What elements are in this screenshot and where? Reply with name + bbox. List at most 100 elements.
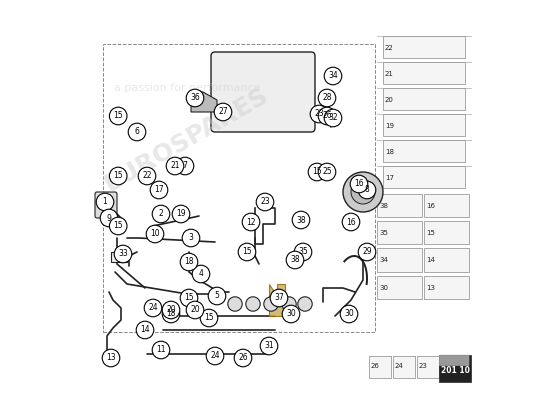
Text: 15: 15 [184,294,194,302]
Circle shape [162,305,180,323]
Circle shape [282,297,296,311]
Circle shape [350,175,368,193]
Circle shape [228,297,242,311]
Text: 1: 1 [103,198,107,206]
FancyBboxPatch shape [440,356,471,382]
Text: 28: 28 [322,94,332,102]
Text: 38: 38 [296,216,306,224]
Text: 15: 15 [113,112,123,120]
Circle shape [286,251,304,269]
Text: 10: 10 [150,230,160,238]
FancyBboxPatch shape [383,62,465,84]
Text: 35: 35 [298,248,308,256]
Bar [103,44,375,332]
Text: 34: 34 [328,72,338,80]
FancyBboxPatch shape [211,52,315,132]
Circle shape [136,321,154,339]
Text: 15: 15 [113,222,123,230]
Circle shape [256,193,274,211]
Circle shape [162,301,180,319]
Circle shape [342,213,360,231]
Circle shape [150,181,168,199]
FancyBboxPatch shape [383,36,465,58]
Text: 20: 20 [166,306,176,314]
FancyBboxPatch shape [424,221,469,244]
Circle shape [292,211,310,229]
Text: 6: 6 [135,128,140,136]
Circle shape [182,229,200,247]
Circle shape [166,157,184,175]
Circle shape [172,205,190,223]
Text: 16: 16 [354,180,364,188]
Text: 32: 32 [328,114,338,122]
FancyBboxPatch shape [439,355,469,366]
Text: 24: 24 [148,304,158,312]
Text: 15: 15 [204,314,214,322]
Bar [111,252,127,262]
FancyBboxPatch shape [377,276,422,299]
Text: 22: 22 [385,45,394,51]
Text: 26: 26 [371,363,380,369]
Circle shape [260,337,278,355]
Circle shape [318,107,336,125]
Circle shape [200,309,218,327]
FancyBboxPatch shape [383,166,465,188]
Text: 3: 3 [189,234,194,242]
Circle shape [318,89,336,107]
Text: 29: 29 [362,248,372,256]
Text: 4: 4 [199,270,204,278]
FancyBboxPatch shape [424,248,469,272]
Circle shape [318,163,336,181]
Circle shape [242,213,260,231]
Text: 20: 20 [385,97,394,103]
Circle shape [270,289,288,307]
Circle shape [308,163,326,181]
Circle shape [294,243,312,261]
Text: 7: 7 [183,162,188,170]
Text: 24: 24 [395,363,404,369]
Circle shape [176,157,194,175]
Circle shape [152,205,170,223]
Text: 15: 15 [242,248,252,256]
Circle shape [146,225,164,243]
Circle shape [100,209,118,227]
Circle shape [206,347,224,365]
Circle shape [109,167,127,185]
Text: 20: 20 [190,306,200,314]
Text: 5: 5 [214,292,219,300]
Circle shape [324,109,342,127]
Circle shape [186,301,204,319]
Text: 15: 15 [312,168,322,176]
Text: 13: 13 [106,354,116,362]
Text: 27: 27 [218,108,228,116]
FancyBboxPatch shape [377,194,422,217]
Circle shape [102,349,120,367]
Text: 15: 15 [426,230,434,236]
Text: 11: 11 [156,346,166,354]
Text: 18: 18 [166,310,176,318]
Text: 18: 18 [184,258,194,266]
Text: 14: 14 [426,258,434,264]
Text: 17: 17 [154,186,164,194]
FancyBboxPatch shape [424,276,469,299]
Circle shape [96,193,114,211]
Circle shape [310,105,328,123]
Text: 14: 14 [140,326,150,334]
Text: EUROSPARES: EUROSPARES [101,83,273,197]
Circle shape [246,297,260,311]
Circle shape [214,103,232,121]
FancyBboxPatch shape [383,88,465,110]
Circle shape [324,67,342,85]
Text: 15: 15 [113,172,123,180]
Circle shape [152,341,170,359]
Text: 26: 26 [322,112,332,120]
FancyBboxPatch shape [377,221,422,244]
Text: 23: 23 [419,363,428,369]
Circle shape [358,181,376,199]
Text: 30: 30 [379,285,388,291]
FancyBboxPatch shape [95,192,117,218]
Text: 16: 16 [346,218,356,226]
Circle shape [186,89,204,107]
FancyBboxPatch shape [377,248,422,272]
Polygon shape [191,92,217,112]
